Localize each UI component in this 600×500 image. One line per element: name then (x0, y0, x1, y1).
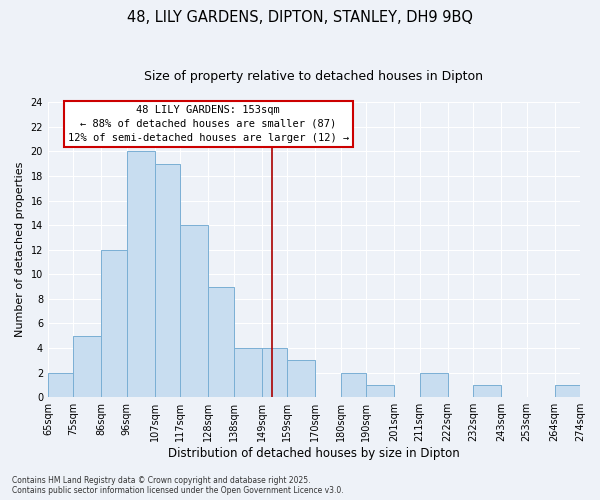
Bar (234, 348, 262, 397)
Text: 48 LILY GARDENS: 153sqm
← 88% of detached houses are smaller (87)
12% of semi-de: 48 LILY GARDENS: 153sqm ← 88% of detache… (68, 104, 349, 142)
Bar (554, 385, 580, 397)
Bar (73, 336, 101, 397)
Bar (101, 250, 127, 397)
Text: Contains HM Land Registry data © Crown copyright and database right 2025.
Contai: Contains HM Land Registry data © Crown c… (12, 476, 344, 495)
Bar (287, 360, 315, 397)
Bar (181, 225, 208, 397)
Bar (366, 385, 394, 397)
Bar (473, 385, 501, 397)
Bar (419, 372, 448, 397)
Bar (127, 152, 155, 397)
Y-axis label: Number of detached properties: Number of detached properties (15, 162, 25, 338)
Bar (155, 164, 181, 397)
Bar (341, 372, 366, 397)
X-axis label: Distribution of detached houses by size in Dipton: Distribution of detached houses by size … (168, 447, 460, 460)
Bar (48, 372, 73, 397)
Title: Size of property relative to detached houses in Dipton: Size of property relative to detached ho… (145, 70, 484, 83)
Text: 48, LILY GARDENS, DIPTON, STANLEY, DH9 9BQ: 48, LILY GARDENS, DIPTON, STANLEY, DH9 9… (127, 10, 473, 25)
Bar (208, 286, 234, 397)
Bar (262, 348, 287, 397)
